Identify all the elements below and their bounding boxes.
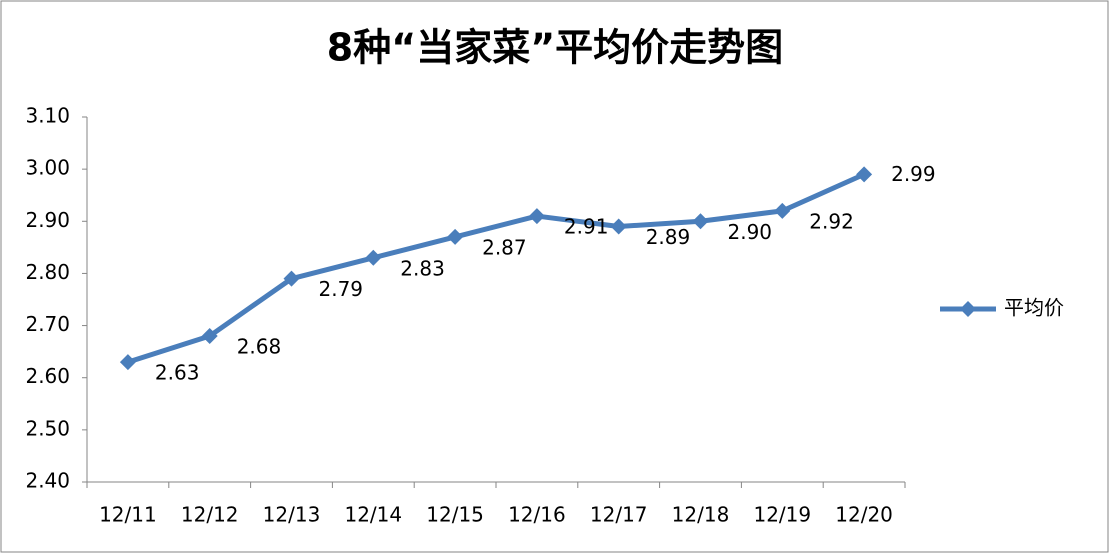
point-marker	[610, 218, 627, 235]
y-tick-label: 2.70	[25, 312, 70, 336]
x-tick-label: 12/19	[753, 503, 811, 527]
point-marker	[447, 228, 464, 245]
x-tick-label: 12/20	[835, 503, 893, 527]
y-tick-label: 2.80	[25, 260, 70, 284]
point-marker	[365, 249, 382, 266]
y-tick-label: 2.40	[25, 469, 70, 493]
legend-label: 平均价	[1004, 296, 1064, 320]
y-tick-label: 3.00	[25, 156, 70, 180]
point-marker	[528, 208, 545, 225]
x-tick-label: 12/16	[508, 503, 566, 527]
data-label: 2.99	[891, 162, 936, 186]
point-marker	[692, 213, 709, 230]
y-tick-label: 3.10	[25, 104, 70, 128]
data-label: 2.90	[728, 220, 773, 244]
data-label: 2.89	[646, 225, 691, 249]
x-tick-label: 12/15	[426, 503, 484, 527]
data-label: 2.91	[564, 215, 609, 239]
data-label: 2.79	[319, 277, 364, 301]
y-tick-label: 2.50	[25, 416, 70, 440]
data-label: 2.92	[809, 209, 854, 233]
data-label: 2.87	[482, 235, 527, 259]
legend-marker	[960, 301, 976, 317]
series-line	[127, 172, 866, 365]
x-tick-label: 12/12	[181, 503, 239, 527]
data-label: 2.83	[400, 256, 445, 280]
point-marker	[856, 166, 873, 183]
point-marker	[283, 270, 300, 287]
chart-title: 8种“当家菜”平均价走势图	[327, 26, 783, 70]
point-marker	[201, 328, 218, 344]
point-marker	[119, 354, 136, 371]
data-label: 2.63	[155, 361, 200, 385]
x-tick-label: 12/14	[344, 503, 402, 527]
y-tick-label: 2.90	[25, 208, 70, 232]
x-tick-label: 12/11	[99, 503, 157, 527]
point-marker	[774, 202, 791, 219]
x-tick-label: 12/13	[263, 503, 321, 527]
x-tick-label: 12/17	[590, 503, 648, 527]
data-label: 2.68	[237, 335, 282, 359]
x-tick-label: 12/18	[672, 503, 730, 527]
y-tick-label: 2.60	[25, 364, 70, 388]
